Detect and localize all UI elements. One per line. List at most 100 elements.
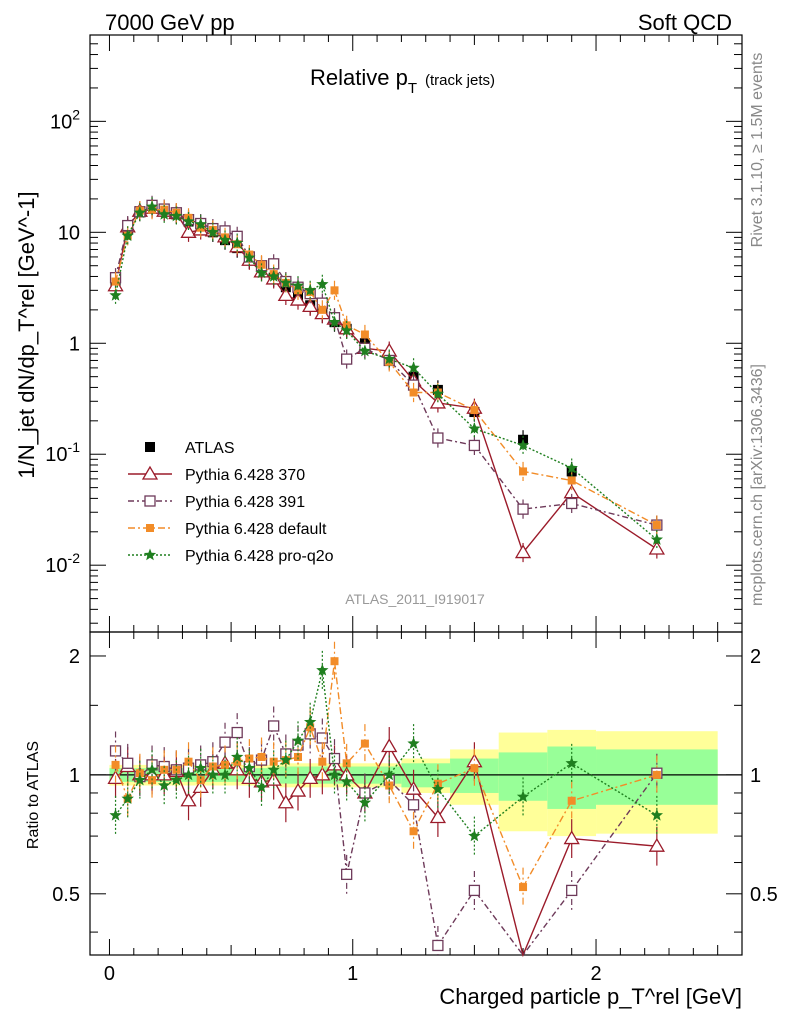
ratio-point-pdefault: [409, 827, 418, 836]
legend-label-pq2o: Pythia 6.428 pro-q2o: [185, 548, 334, 565]
data-point-pq2o: [158, 207, 171, 220]
data-point-pq2o: [206, 225, 219, 238]
legend-label-atlas: ATLAS: [185, 440, 235, 457]
data-point-pq2o: [279, 276, 292, 289]
ratio-point-pq2o: [121, 792, 134, 804]
legend-entry-p370: Pythia 6.428 370: [128, 465, 305, 484]
ratio-point-pdefault: [519, 883, 528, 892]
ratio-point-pdefault: [385, 781, 394, 790]
data-point-pq2o: [109, 288, 122, 301]
ratio-point-pdefault: [652, 770, 661, 779]
ratio-point-pq2o: [516, 790, 530, 803]
x-tick-label: 1: [347, 963, 358, 985]
data-point-pq2o: [243, 251, 256, 263]
data-point-pdefault: [330, 286, 339, 295]
ratio-point-pq2o: [231, 750, 244, 763]
ratio-point-pq2o: [194, 761, 207, 774]
data-point-pq2o: [255, 266, 268, 279]
main-y-tick-label: 1: [69, 333, 80, 355]
y-axis-label-ratio: Ratio to ATLAS: [25, 741, 42, 849]
legend-marker-pdefault: [146, 524, 154, 532]
legend-marker-atlas: [145, 442, 155, 452]
data-point-pq2o: [182, 215, 195, 227]
axis-ticks: 10-2 10-1 1 10 102 0.5 0.5 1 1 2 2 0 1 2: [45, 34, 778, 985]
ratio-point-pq2o: [358, 796, 372, 808]
ratio-point-pq2o: [145, 763, 159, 776]
ratio-point-pq2o: [267, 763, 280, 776]
ratio-y-tick-label-left: 1: [69, 765, 80, 787]
legend-entry-atlas: ATLAS: [145, 440, 235, 457]
ratio-point-p391: [122, 757, 134, 769]
data-point-p370: [277, 287, 294, 302]
data-point-pq2o: [194, 217, 207, 230]
ratio-point-p391: [328, 752, 341, 765]
header-process-label: Soft QCD: [638, 10, 732, 35]
data-point-pq2o: [133, 206, 147, 218]
ratio-y-tick-label-left: 2: [69, 646, 80, 668]
ratio-point-pdefault: [196, 776, 205, 785]
ratio-point-pq2o: [291, 734, 305, 746]
data-point-p370: [180, 224, 197, 238]
data-point-pq2o: [516, 438, 530, 451]
ratio-point-p370: [648, 837, 665, 852]
ratio-y-tick-label-right: 2: [750, 646, 761, 668]
main-y-tick-label: 102: [50, 106, 80, 133]
data-point-pq2o: [565, 461, 578, 474]
ratio-point-pq2o: [279, 753, 292, 766]
data-point-pq2o: [383, 352, 396, 365]
data-point-pq2o: [407, 361, 420, 374]
legend-marker-p391: [144, 495, 156, 507]
ratio-line-pdefault: [114, 661, 658, 889]
ratio-line-pq2o: [114, 670, 658, 838]
ratio-point-pdefault: [160, 765, 169, 774]
x-axis-label: Charged particle p_T^rel [GeV]: [439, 984, 742, 1009]
data-point-pdefault: [567, 476, 576, 485]
data-point-pq2o: [231, 236, 244, 249]
data-point-pq2o: [121, 229, 134, 242]
ratio-point-p370: [429, 809, 447, 824]
ratio-point-p391: [268, 720, 280, 732]
data-point-pq2o: [145, 200, 159, 212]
ratio-point-pdefault: [470, 764, 479, 773]
data-point-pq2o: [304, 283, 317, 296]
ratio-point-pq2o: [565, 756, 578, 769]
data-point-pdefault: [519, 467, 528, 476]
ratio-point-p391: [432, 939, 444, 952]
legend-entry-pdefault: Pythia 6.428 default: [128, 521, 327, 538]
ratio-point-pq2o: [650, 808, 663, 821]
ratio-point-p391: [566, 884, 578, 897]
ratio-point-pdefault: [318, 757, 327, 766]
series-pq2o: [109, 197, 663, 550]
ratio-point-pq2o: [255, 780, 268, 793]
data-point-pdefault: [294, 286, 303, 295]
legend-label-pdefault: Pythia 6.428 default: [185, 521, 327, 538]
legend-label-p391: Pythia 6.428 391: [185, 494, 305, 511]
ratio-point-pdefault: [257, 752, 266, 761]
data-point-p391: [341, 353, 353, 365]
data-point-pdefault: [360, 330, 369, 339]
legend-entry-pq2o: Pythia 6.428 pro-q2o: [128, 548, 334, 565]
data-point-p391: [566, 497, 578, 510]
data-point-pq2o: [650, 533, 663, 545]
main-y-tick-label: 10-2: [45, 550, 80, 577]
plot-frames: [89, 34, 743, 956]
ratio-point-pdefault: [294, 752, 303, 761]
ratio-line-p370: [115, 745, 657, 958]
ratio-point-p391: [407, 799, 420, 811]
ratio-point-pdefault: [567, 796, 576, 805]
series-pdefault: [111, 200, 661, 535]
ratio-point-pdefault: [330, 657, 339, 666]
data-point-p391: [468, 439, 481, 452]
ratio-point-pq2o: [468, 829, 481, 842]
ratio-point-pq2o: [243, 761, 256, 774]
ratio-point-p370: [289, 782, 307, 797]
rivet-version-label: Rivet 3.1.10, ≥ 1.5M events: [749, 53, 766, 248]
ratio-plot-frame: [89, 631, 743, 956]
legend-marker-p370: [141, 465, 159, 480]
ratio-point-pdefault: [111, 760, 120, 769]
ratio-point-p391: [231, 726, 243, 739]
main-y-tick-label: 10-1: [45, 439, 80, 466]
ratio-point-pq2o: [206, 768, 219, 781]
plot-title: Relative pT (track jets): [310, 65, 495, 97]
